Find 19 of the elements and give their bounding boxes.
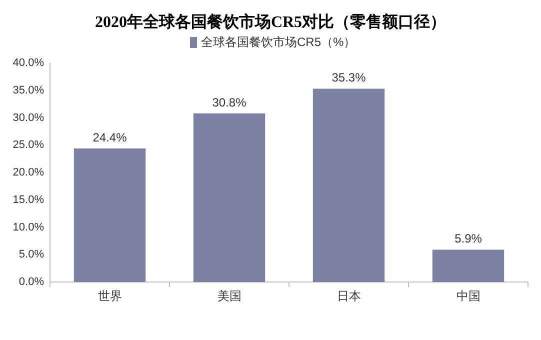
chart-title: 2020年全球各国餐饮市场CR5对比（零售额口径） xyxy=(94,13,446,31)
x-tick-label: 美国 xyxy=(217,289,242,303)
legend-label: 全球各国餐饮市场CR5（%） xyxy=(201,35,356,49)
y-tick-label: 0.0% xyxy=(18,276,44,288)
x-tick-label: 世界 xyxy=(98,289,122,303)
y-tick-label: 10.0% xyxy=(12,221,44,234)
data-label: 5.9% xyxy=(454,232,482,246)
data-label: 24.4% xyxy=(92,130,128,144)
y-tick-label: 40.0% xyxy=(12,57,44,69)
data-label: 30.8% xyxy=(212,95,247,110)
data-label: 35.3% xyxy=(332,70,366,85)
y-tick-label: 35.0% xyxy=(12,84,44,96)
y-tick-label: 30.0% xyxy=(12,112,44,124)
x-tick-label: 中国 xyxy=(456,289,480,303)
y-tick-label: 15.0% xyxy=(12,194,44,206)
x-tick-label: 日本 xyxy=(336,289,361,303)
y-tick-label: 5.0% xyxy=(18,248,44,261)
y-tick-label: 25.0% xyxy=(12,139,44,152)
y-tick-label: 20.0% xyxy=(12,166,44,178)
